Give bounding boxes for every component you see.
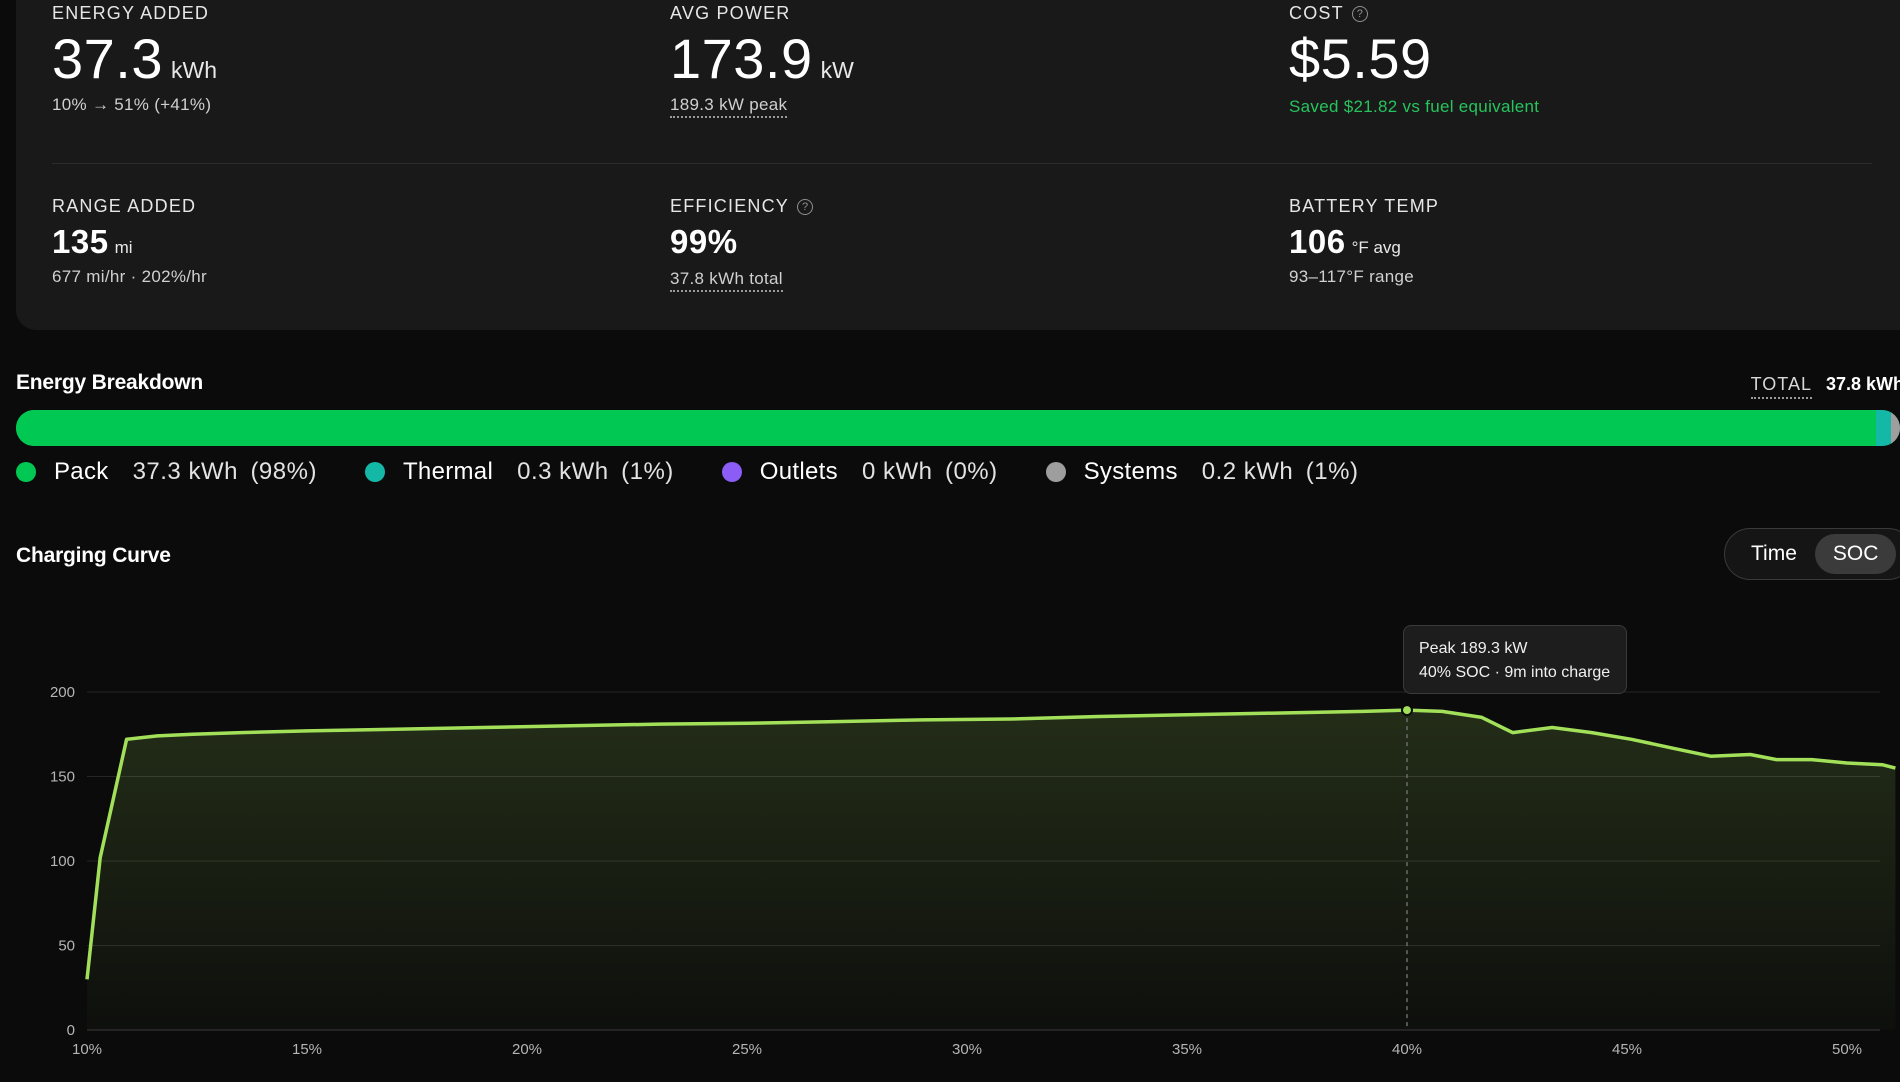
- peak-point[interactable]: [1401, 704, 1413, 717]
- energy-total: TOTAL 37.8 kWh: [1750, 374, 1900, 399]
- curve-area: [87, 710, 1896, 1030]
- tooltip-peak-power: Peak 189.3 kW: [1419, 640, 1528, 657]
- x-tick-label: 25%: [732, 1041, 762, 1058]
- toggle-time[interactable]: Time: [1751, 542, 1797, 565]
- x-tick-label: 20%: [512, 1041, 542, 1058]
- legend-item-thermal: Thermal 0.3 kWh (1%): [364, 458, 674, 486]
- avg-power-stat: AVG POWER 173.9 kW 189.3 kW peak: [670, 3, 854, 118]
- cost-stat: COST ? $5.59 Saved $21.82 vs fuel equiva…: [1289, 3, 1539, 117]
- energy-added-label: ENERGY ADDED: [52, 3, 210, 23]
- legend-name: Thermal: [402, 458, 494, 485]
- tooltip-peak-detail: 40% SOC · 9m into charge: [1419, 664, 1611, 681]
- energy-added-value: 37.3 kWh: [52, 27, 217, 90]
- energy-bar-segment-thermal: [1875, 410, 1891, 446]
- legend-item-systems: Systems 0.2 kWh (1%): [1045, 458, 1359, 486]
- battery-temp-value: 106 °F avg: [1289, 223, 1401, 260]
- cost-value: $5.59: [1289, 27, 1432, 90]
- x-tick-label: 45%: [1612, 1041, 1642, 1058]
- peak-power-link[interactable]: 189.3 kW peak: [670, 95, 788, 118]
- x-tick-label: 30%: [952, 1041, 982, 1058]
- efficiency-help-icon[interactable]: ?: [797, 198, 814, 215]
- charging-curve-title: Charging Curve: [16, 544, 171, 567]
- power-curve-line: [85, 708, 1896, 980]
- y-tick-label: 200: [50, 684, 75, 701]
- soc-change: 10% → 51% (+41%): [52, 95, 212, 114]
- energy-bar-segment-pack: [16, 410, 1876, 446]
- charging-curve-chart: 0 50 100 150 200 10% 15% 20% 25% 30% 35% 40% 45% 50%: [50, 684, 1896, 1058]
- legend-dot-icon: [1045, 462, 1066, 482]
- range-rate: 677 mi/hr · 202%/hr: [52, 267, 207, 286]
- cost-label: COST ?: [1289, 3, 1539, 24]
- avg-power-value: 173.9 kW: [670, 27, 854, 90]
- legend-item-pack: Pack 37.3 kWh (98%): [16, 458, 317, 486]
- x-tick-label: 35%: [1172, 1041, 1202, 1058]
- curve-axis-toggle: Time SOC: [1724, 528, 1900, 580]
- total-label[interactable]: TOTAL: [1750, 374, 1812, 399]
- legend-value: 37.3 kWh (98%): [132, 458, 317, 485]
- peak-tooltip: Peak 189.3 kW 40% SOC · 9m into charge: [1403, 625, 1627, 694]
- toggle-soc[interactable]: SOC: [1814, 534, 1897, 574]
- cost-help-icon[interactable]: ?: [1351, 5, 1368, 22]
- total-value: 37.8 kWh: [1825, 374, 1900, 394]
- energy-breakdown-title: Energy Breakdown: [16, 371, 204, 394]
- legend-name: Pack: [54, 458, 109, 485]
- x-tick-label: 40%: [1392, 1041, 1422, 1058]
- battery-temp-stat: BATTERY TEMP 106 °F avg 93–117°F range: [1289, 196, 1439, 287]
- x-tick-label: 15%: [292, 1041, 322, 1058]
- legend-value: 0 kWh (0%): [861, 458, 998, 485]
- legend-name: Systems: [1083, 458, 1178, 485]
- efficiency-value: 99%: [670, 223, 738, 260]
- stats-divider: [52, 163, 1872, 164]
- y-tick-label: 100: [50, 853, 75, 870]
- energy-added-stat: ENERGY ADDED 37.3 kWh 10% → 51% (+41%): [52, 3, 217, 115]
- y-tick-label: 50: [58, 938, 75, 955]
- legend-item-outlets: Outlets 0 kWh (0%): [721, 458, 998, 486]
- energy-bar-segment-systems: [1890, 410, 1900, 446]
- avg-power-label: AVG POWER: [670, 3, 791, 23]
- y-tick-label: 0: [67, 1022, 75, 1039]
- legend-dot-icon: [16, 462, 36, 482]
- total-energy-link[interactable]: 37.8 kWh total: [670, 269, 783, 292]
- legend-value: 0.2 kWh (1%): [1201, 458, 1359, 485]
- x-tick-label: 10%: [72, 1041, 102, 1058]
- x-tick-label: 50%: [1832, 1041, 1862, 1058]
- y-tick-label: 150: [50, 769, 75, 786]
- fuel-savings-text: Saved $21.82 vs fuel equivalent: [1289, 97, 1540, 116]
- efficiency-stat: EFFICIENCY ? 99% 37.8 kWh total: [670, 196, 814, 292]
- session-stats-card: ENERGY ADDED 37.3 kWh 10% → 51% (+41%) AV…: [16, 0, 1900, 330]
- range-added-value: 135 mi: [52, 223, 133, 260]
- legend-dot-icon: [721, 462, 742, 482]
- range-added-stat: RANGE ADDED 135 mi 677 mi/hr · 202%/hr: [52, 196, 207, 287]
- energy-legend: Pack 37.3 kWh (98%) Thermal 0.3 kWh (1%) Out…: [16, 458, 1406, 486]
- battery-temp-range: 93–117°F range: [1289, 267, 1415, 286]
- legend-value: 0.3 kWh (1%): [517, 458, 674, 485]
- efficiency-label: EFFICIENCY ?: [670, 196, 814, 217]
- battery-temp-label: BATTERY TEMP: [1289, 196, 1440, 216]
- legend-name: Outlets: [759, 458, 838, 485]
- legend-dot-icon: [364, 462, 385, 482]
- energy-breakdown-bar: [16, 410, 1900, 446]
- range-added-label: RANGE ADDED: [52, 196, 197, 216]
